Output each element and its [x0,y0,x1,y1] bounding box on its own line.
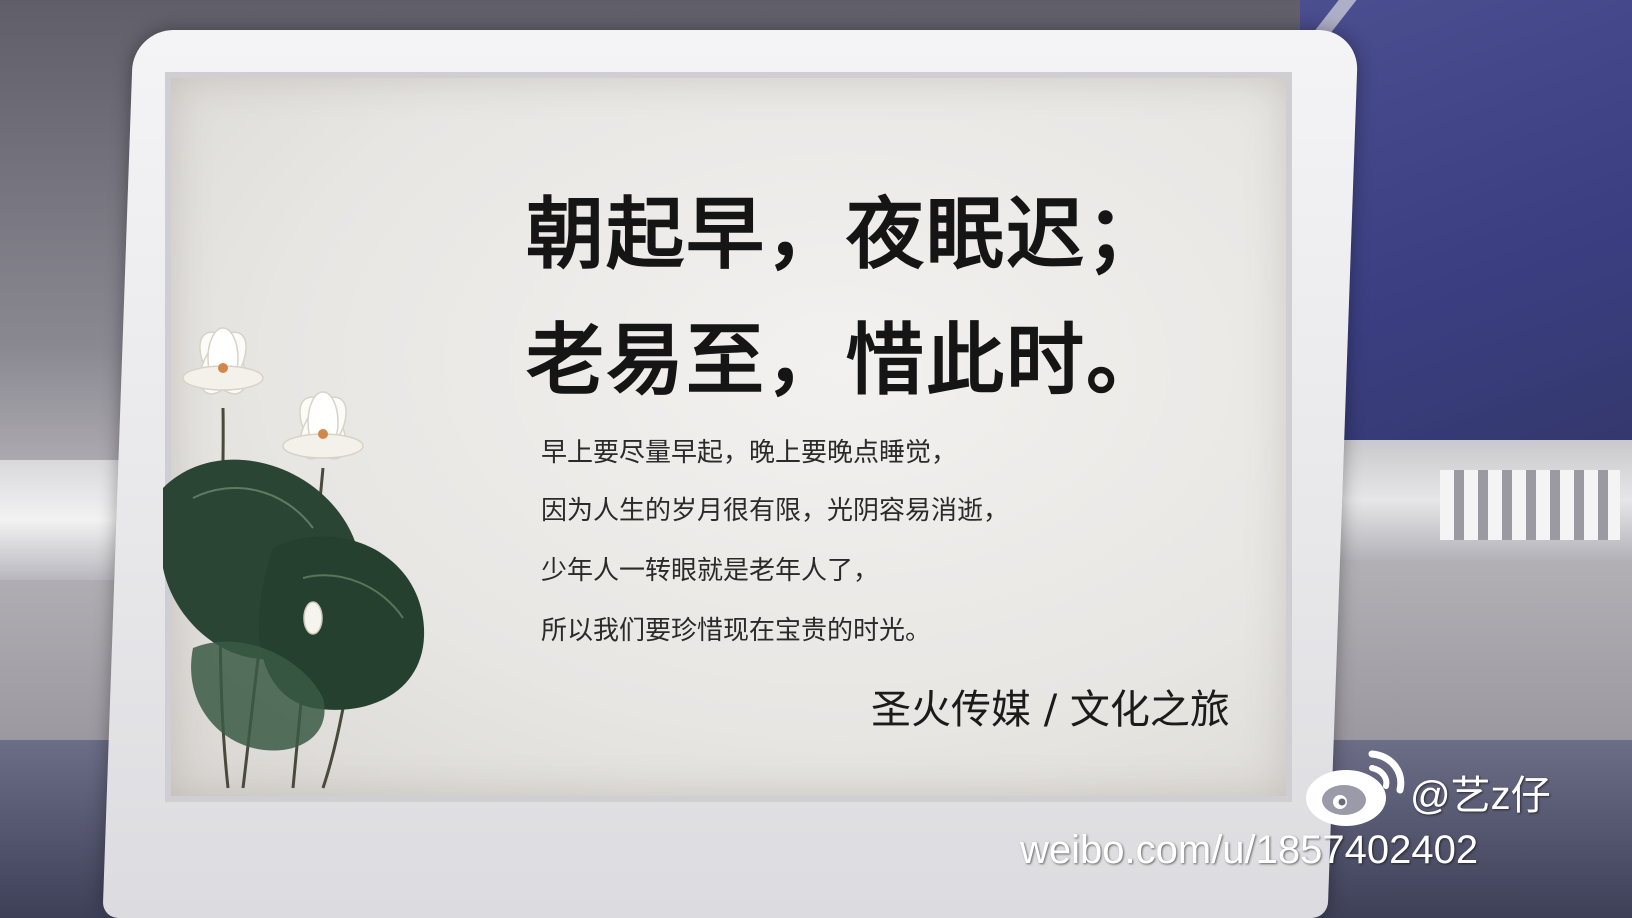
sign-body-line-2: 因为人生的岁月很有限，光阴容易消逝， [541,496,1010,526]
lotus-illustration [163,327,425,789]
background-left-rail [0,460,130,580]
sign-body-line-1: 早上要尽量早起，晚上要晚点睡觉， [541,438,958,468]
sign-card: 朝起早，夜眠迟； 老易至，惜此时。 早上要尽量早起，晚上要晚点睡觉， 因为人生的… [163,72,1292,802]
watermark-url: weibo.com/u/1857402402 [1020,828,1479,872]
watermark-handle: @艺z仔 [1410,774,1551,818]
sign-body-line-4: 所以我们要珍惜现在宝贵的时光。 [541,616,932,646]
lotus-flower-1 [182,327,264,395]
lotus-flower-2 [282,391,364,460]
weibo-logo-icon [1306,750,1405,826]
sign-title-line-1: 朝起早，夜眠迟； [526,190,1167,280]
sign-title-line-2: 老易至，惜此时。 [526,316,1167,406]
sign-publisher: 圣火传媒 / 文化之旅 [871,687,1230,733]
sign-body-line-3: 少年人一转眼就是老年人了， [541,556,880,586]
lotus-bud [303,601,323,635]
background-vent [1440,470,1620,540]
